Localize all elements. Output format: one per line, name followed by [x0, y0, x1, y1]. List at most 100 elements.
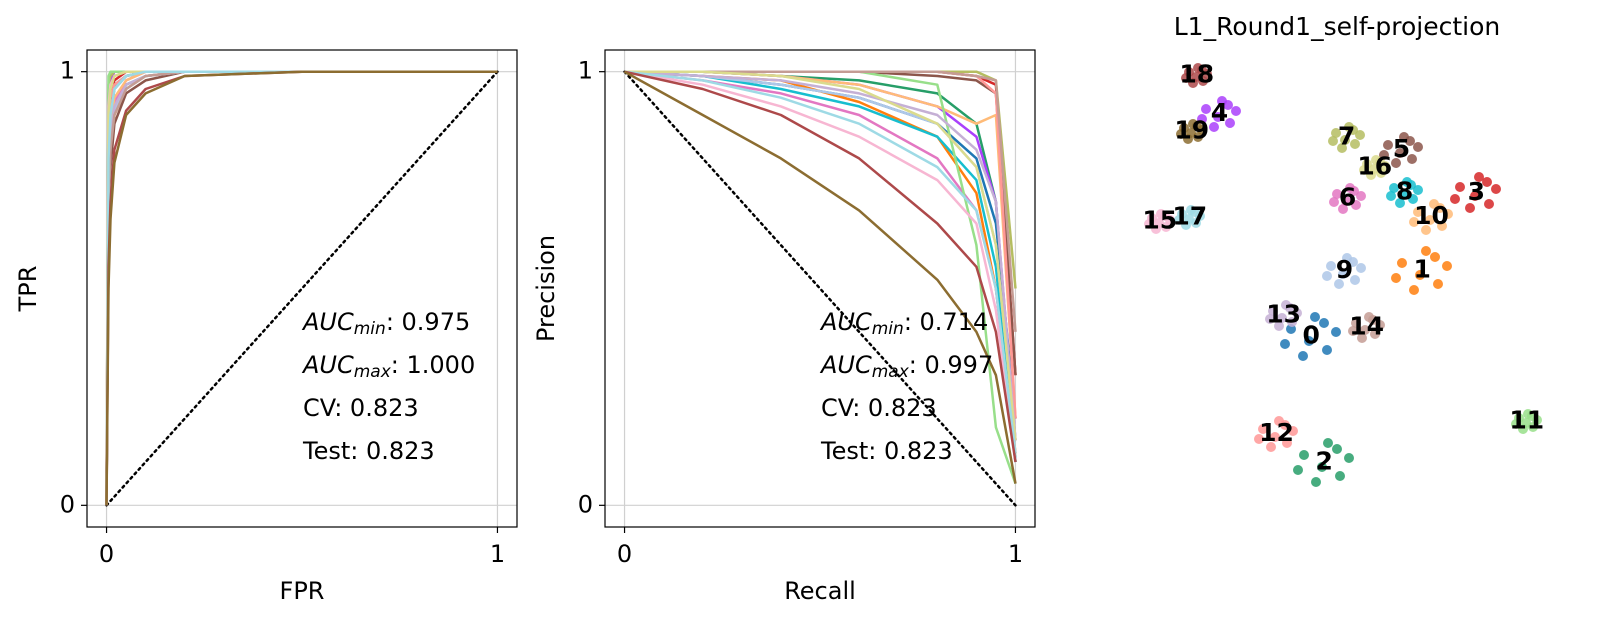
annotation-subscript: max: [354, 362, 392, 382]
point: [1351, 318, 1361, 328]
reference-line: [623, 70, 1017, 507]
point: [1491, 184, 1501, 194]
cluster-label: 16: [1357, 151, 1392, 180]
cluster-label: 17: [1172, 201, 1207, 230]
curve: [624, 70, 1017, 463]
point: [1254, 434, 1264, 444]
point: [1288, 426, 1298, 436]
point: [1331, 128, 1341, 138]
point: [1277, 313, 1287, 323]
point: [1482, 177, 1492, 187]
point: [1304, 336, 1314, 346]
point: [1174, 215, 1184, 225]
point: [1192, 121, 1202, 131]
annotation-text: Test: 0.823: [820, 437, 953, 465]
point: [1293, 465, 1303, 475]
point: [1397, 258, 1407, 268]
point: [1213, 112, 1223, 122]
cluster-label: 3: [1468, 177, 1485, 206]
x-tick-label: 0: [617, 540, 632, 568]
annotation-text: : 0.714: [904, 308, 988, 336]
point: [1395, 198, 1405, 208]
point: [1413, 185, 1423, 195]
point: [1160, 211, 1170, 221]
annotation-base: AUC: [819, 308, 872, 336]
annotation-subscript: max: [872, 362, 910, 382]
point: [1285, 303, 1295, 313]
point: [1413, 142, 1423, 152]
annotation-subscript: min: [872, 319, 904, 339]
annotation-base: AUC: [819, 351, 872, 379]
point: [1319, 318, 1329, 328]
curve: [623, 70, 1017, 484]
annotation: AUCmax: 1.000: [301, 351, 475, 382]
point: [1186, 128, 1196, 138]
point: [1409, 217, 1419, 227]
point: [1389, 183, 1399, 193]
point: [1511, 419, 1521, 429]
annotation: AUCmin: 0.714: [819, 308, 988, 339]
point: [1266, 442, 1276, 452]
point: [1368, 315, 1378, 325]
point: [1282, 438, 1292, 448]
cluster-label: 11: [1509, 405, 1544, 434]
cluster-label: 6: [1339, 182, 1356, 211]
annotation-base: AUC: [301, 308, 354, 336]
curve: [624, 70, 1017, 454]
point: [1350, 275, 1360, 285]
cluster-label: 7: [1338, 121, 1355, 150]
point: [1326, 261, 1336, 271]
point: [1437, 221, 1447, 231]
point: [1299, 450, 1309, 460]
annotation: Test: 0.823: [302, 437, 435, 465]
curve: [624, 70, 1017, 441]
point: [1360, 325, 1370, 335]
point: [1317, 462, 1327, 472]
point: [1265, 314, 1275, 324]
curve: [624, 70, 1017, 463]
point: [1348, 326, 1358, 336]
point: [1470, 191, 1480, 201]
cluster-label: 14: [1349, 311, 1384, 340]
annotation-subscript: min: [354, 319, 386, 339]
point: [1405, 136, 1415, 146]
x-axis-label: Recall: [784, 577, 856, 605]
annotation: CV: 0.823: [303, 394, 419, 422]
point: [1474, 172, 1484, 182]
curve: [624, 70, 1017, 463]
point: [1450, 194, 1460, 204]
axes-frame: [86, 49, 518, 528]
point: [1310, 312, 1320, 322]
point: [1197, 65, 1207, 75]
point: [1184, 214, 1194, 224]
annotation: Test: 0.823: [820, 437, 953, 465]
point: [1344, 453, 1354, 463]
point: [1274, 321, 1284, 331]
point: [1407, 154, 1417, 164]
point: [1355, 130, 1365, 140]
curve: [624, 70, 1017, 463]
cluster-label: 8: [1396, 176, 1413, 205]
cluster-label: 15: [1142, 205, 1177, 234]
point: [1280, 420, 1290, 430]
y-tick-label: 1: [60, 57, 75, 85]
curve: [105, 70, 498, 506]
point: [1383, 140, 1393, 150]
point: [1176, 129, 1186, 139]
point: [1197, 114, 1207, 124]
point: [1338, 204, 1348, 214]
point: [1398, 190, 1408, 200]
annotation-text: : 0.975: [386, 308, 470, 336]
point: [1231, 106, 1241, 116]
point: [1408, 194, 1418, 204]
point: [1421, 246, 1431, 256]
cluster-label: 13: [1266, 299, 1301, 328]
cluster-label: 18: [1179, 59, 1214, 88]
annotation-text: : 0.997: [909, 351, 993, 379]
annotation-text: CV: 0.823: [821, 394, 937, 422]
point: [1433, 279, 1443, 289]
point: [1332, 189, 1342, 199]
point: [1521, 418, 1531, 428]
point: [1369, 164, 1379, 174]
